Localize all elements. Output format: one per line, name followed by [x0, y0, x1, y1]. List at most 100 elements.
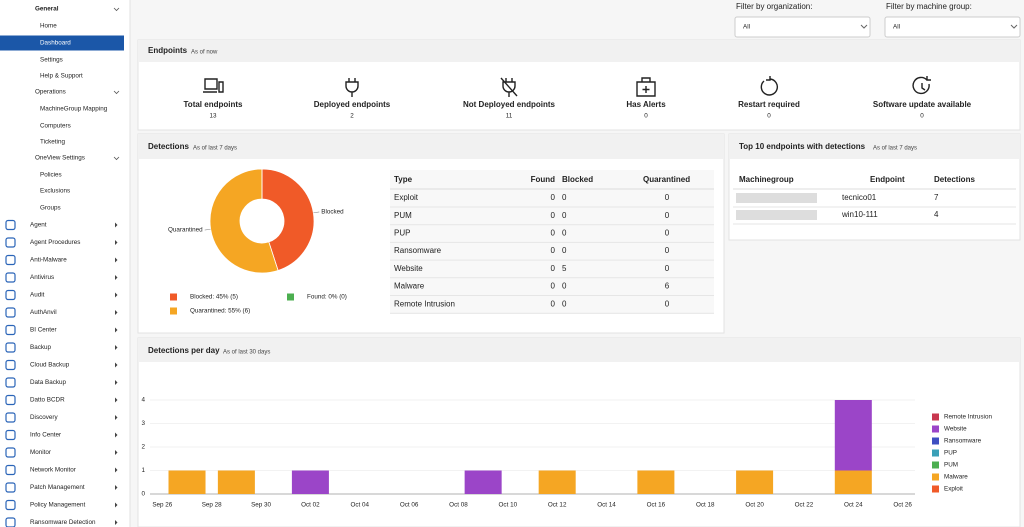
sidebar-item[interactable]: Home [40, 23, 57, 30]
table-header: Machinegroup [739, 175, 794, 184]
table-cell: 0 [551, 299, 556, 308]
endpoint-icon [203, 78, 224, 93]
sidebar-module[interactable]: Data Backup [30, 379, 67, 386]
x-tick-label: Oct 12 [548, 502, 567, 509]
sidebar-item[interactable]: Help & Support [40, 73, 83, 80]
module-icon [5, 447, 16, 458]
sidebar [0, 0, 130, 527]
sidebar-module[interactable]: Audit [30, 292, 45, 299]
panel-subtitle: As of now [191, 50, 218, 56]
sidebar-module[interactable]: Ransomware Detection [30, 519, 96, 526]
endpoint-value: 0 [767, 113, 771, 120]
sidebar-item[interactable]: Ticketing [40, 139, 65, 146]
legend-swatch [287, 293, 294, 301]
caret [115, 485, 118, 490]
legend-label: Malware [944, 474, 968, 481]
sidebar-module[interactable]: Backup [30, 344, 52, 351]
legend-label: Ransomware [944, 438, 982, 445]
panel-header [138, 40, 1020, 62]
endpoint-icon [345, 78, 359, 97]
bar-segment [538, 470, 576, 494]
x-tick-label: Oct 18 [696, 502, 715, 509]
table-cell: 0 [665, 193, 670, 202]
sidebar-item[interactable]: Exclusions [40, 188, 70, 195]
sidebar-module[interactable]: Info Center [30, 432, 61, 439]
bar-segment [834, 470, 872, 494]
sidebar-module[interactable]: Patch Management [30, 484, 85, 491]
table-cell: 0 [551, 282, 556, 291]
endpoint-icon [500, 77, 518, 97]
table-cell: 6 [665, 282, 670, 291]
endpoint-label: Software update available [873, 100, 972, 109]
sidebar-module[interactable]: Agent [30, 222, 47, 229]
sidebar-module[interactable]: Antivirus [30, 274, 54, 281]
sidebar-item[interactable]: MachineGroup Mapping [40, 106, 108, 113]
blurred-text [736, 193, 817, 203]
sidebar-module[interactable]: Cloud Backup [30, 362, 70, 369]
select-machine-group[interactable] [884, 16, 1021, 38]
table-header: Type [394, 175, 413, 184]
legend-swatch [932, 437, 939, 445]
legend-label: PUM [944, 462, 958, 469]
table-header: Endpoint [870, 175, 905, 184]
sidebar-module[interactable]: AuthAnvil [30, 309, 57, 316]
caret [115, 292, 118, 298]
filter-value: All [893, 24, 900, 31]
slice-label: Quarantined [168, 227, 203, 234]
table-cell: 0 [562, 282, 567, 291]
x-tick-label: Oct 06 [400, 502, 419, 509]
x-tick-label: Oct 24 [844, 502, 863, 509]
caret [115, 310, 118, 315]
bar-segment [168, 470, 206, 494]
callout-line [204, 228, 211, 231]
table-cell: 0 [551, 229, 556, 238]
x-tick-label: Oct 22 [795, 502, 814, 509]
sidebar-item[interactable]: Computers [40, 123, 71, 130]
sidebar-module[interactable]: Datto BCDR [30, 397, 65, 404]
sidebar-module[interactable]: Monitor [30, 449, 51, 456]
x-tick-label: Oct 02 [301, 502, 320, 509]
sidebar-module[interactable]: Policy Management [30, 502, 86, 509]
sidebar-module[interactable]: Network Monitor [30, 467, 76, 474]
endpoint-value: 0 [644, 113, 648, 120]
endpoint-label: Not Deployed endpoints [463, 100, 556, 109]
x-tick-label: Oct 16 [647, 502, 666, 509]
table-cell: 0 [562, 211, 567, 220]
sidebar-module[interactable]: BI Center [30, 327, 57, 334]
module-icon [5, 412, 16, 423]
sidebar-module[interactable]: Anti-Malware [30, 257, 67, 264]
endpoint-label: Has Alerts [626, 100, 666, 109]
sidebar-item[interactable]: Dashboard [40, 40, 71, 47]
endpoint-value: 11 [506, 113, 513, 120]
legend-swatch [170, 293, 177, 301]
sidebar-module[interactable]: Discovery [30, 414, 58, 421]
sidebar-module[interactable]: Agent Procedures [30, 239, 80, 246]
table-cell: Malware [394, 282, 425, 291]
table-header: Detections [934, 175, 975, 184]
panel-subtitle: As of last 30 days [223, 350, 270, 356]
select-organization[interactable] [734, 16, 871, 38]
filter-label: Filter by machine group: [886, 2, 972, 11]
sidebar-item[interactable]: Groups [40, 205, 61, 212]
module-icon [5, 394, 16, 406]
legend-label: Blocked: 45% (5) [190, 294, 238, 301]
sidebar-section: OneView Settings [35, 155, 85, 162]
legend-label: Remote Intrusion [944, 414, 992, 421]
table-cell: 5 [562, 264, 567, 273]
caret [115, 362, 118, 368]
bar-segment [834, 400, 872, 471]
sidebar-item[interactable]: Policies [40, 172, 62, 179]
bar-segment [217, 470, 255, 494]
caret [115, 450, 118, 455]
sidebar-item[interactable]: Settings [40, 57, 63, 64]
caret [115, 397, 118, 403]
caret [115, 240, 118, 245]
pie-slice [209, 168, 279, 274]
module-icon [5, 464, 16, 476]
panel-title: Endpoints [148, 46, 188, 55]
panel-header [138, 134, 724, 159]
panel-subtitle: As of last 7 days [193, 146, 237, 152]
caret [115, 275, 118, 280]
